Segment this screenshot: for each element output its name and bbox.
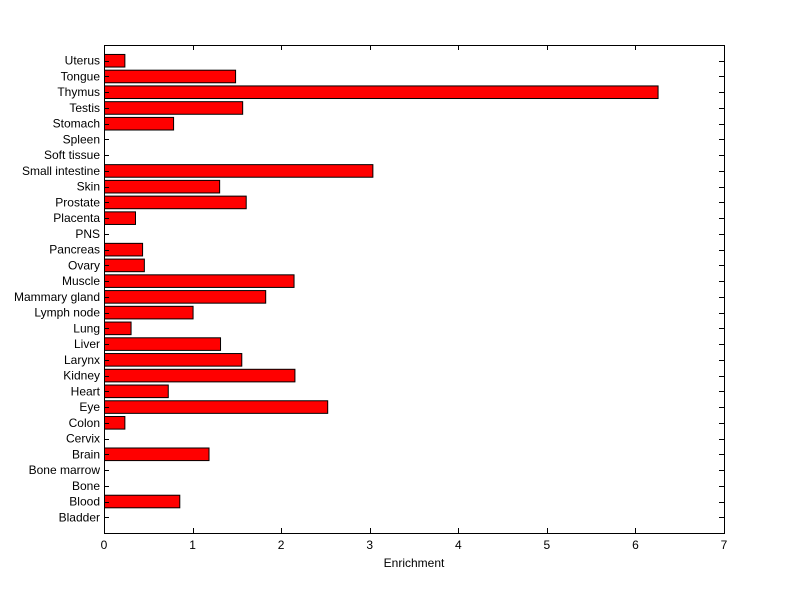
y-tick-label-skin: Skin (77, 180, 100, 194)
y-tick-label-liver: Liver (74, 337, 100, 351)
bar-kidney (104, 368, 296, 383)
y-tick-label-mammary-gland: Mammary gland (14, 290, 100, 304)
x-axis-label: Enrichment (384, 556, 445, 570)
y-tick-label-bone-marrow: Bone marrow (29, 463, 101, 477)
bar-testis (104, 101, 244, 115)
bar-thymus (104, 85, 659, 100)
x-tick-label: 0 (101, 538, 108, 552)
bar-uterus (104, 53, 126, 68)
bar-blood (104, 494, 181, 509)
x-tick-label: 1 (189, 538, 196, 552)
x-axis-ticks: 0 1 2 3 4 5 6 7 (101, 45, 728, 552)
plot-frame (104, 45, 725, 534)
bar-pancreas (104, 242, 144, 257)
x-tick-label: 6 (632, 538, 639, 552)
bar-skin (104, 179, 221, 194)
bar-eye (104, 400, 329, 414)
y-tick-label-uterus: Uterus (65, 54, 100, 68)
bars-group (104, 53, 659, 509)
bar-liver (104, 337, 222, 351)
y-tick-label-pancreas: Pancreas (49, 243, 100, 257)
y-tick-label-spleen: Spleen (63, 132, 100, 146)
bar-tongue (104, 69, 237, 84)
bar-larynx (104, 353, 243, 367)
bar-heart (104, 384, 169, 399)
y-tick-label-stomach: Stomach (53, 117, 100, 131)
y-tick-label-prostate: Prostate (55, 195, 100, 209)
y-tick-label-kidney: Kidney (63, 369, 100, 383)
y-tick-label-blood: Blood (69, 495, 100, 509)
bar-colon (104, 416, 126, 430)
y-tick-label-testis: Testis (69, 101, 100, 115)
bar-muscle (104, 274, 295, 288)
x-tick-label: 5 (544, 538, 551, 552)
y-tick-label-bone: Bone (72, 479, 100, 493)
y-tick-label-ovary: Ovary (68, 258, 100, 272)
y-tick-label-placenta: Placenta (53, 211, 100, 225)
y-tick-label-lung: Lung (73, 321, 100, 335)
y-tick-label-colon: Colon (69, 416, 100, 430)
bar-small-intestine (104, 164, 374, 178)
y-tick-label-small-intestine: Small intestine (22, 164, 100, 178)
bar-brain (104, 447, 210, 462)
y-tick-label-cervix: Cervix (66, 432, 100, 446)
y-tick-label-lymph-node: Lymph node (34, 306, 100, 320)
y-tick-label-larynx: Larynx (64, 353, 100, 367)
y-tick-label-soft-tissue: Soft tissue (44, 148, 100, 162)
x-tick-label: 4 (455, 538, 462, 552)
y-tick-label-bladder: Bladder (59, 510, 100, 524)
y-tick-label-brain: Brain (72, 447, 100, 461)
y-tick-label-thymus: Thymus (57, 85, 100, 99)
bar-lymph-node (104, 305, 194, 320)
bar-placenta (104, 211, 136, 225)
bar-prostate (104, 195, 247, 210)
x-tick-label: 7 (721, 538, 728, 552)
y-tick-label-tongue: Tongue (61, 69, 101, 83)
bar-stomach (104, 116, 175, 131)
x-tick-label: 2 (278, 538, 285, 552)
y-tick-label-pns: PNS (75, 227, 100, 241)
bar-ovary (104, 258, 145, 273)
y-tick-label-heart: Heart (71, 384, 101, 398)
bar-mammary-gland (104, 290, 267, 304)
y-tick-label-muscle: Muscle (62, 274, 100, 288)
y-tick-label-eye: Eye (79, 400, 100, 414)
x-tick-label: 3 (366, 538, 373, 552)
